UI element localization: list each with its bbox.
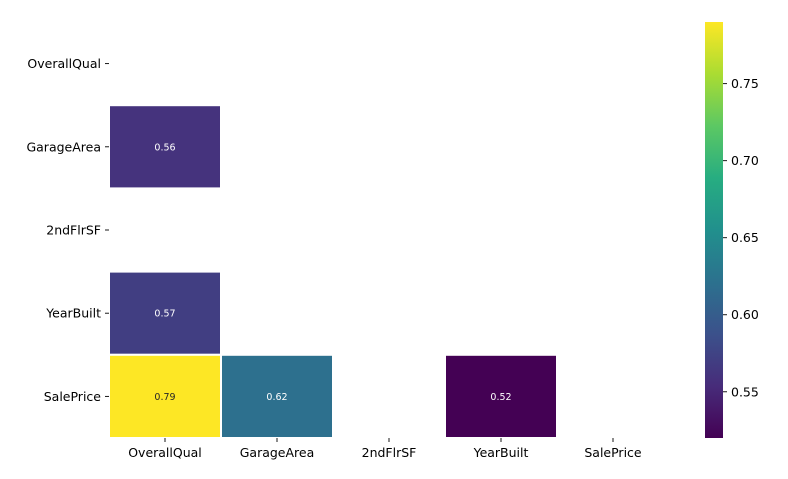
heatmap-cell (108, 353, 222, 439)
x-tick-label: GarageArea (240, 445, 315, 460)
x-tick-label: SalePrice (584, 445, 642, 460)
heatmap-cell (108, 104, 222, 190)
colorbar-tick-label: 0.75 (731, 76, 759, 91)
colorbar: 0.55 0.60 0.65 0.70 0.75 (705, 22, 759, 438)
y-tick-label: 2ndFlrSF (46, 223, 101, 238)
cell-value-label: 0.56 (154, 142, 175, 153)
y-tick-label: OverallQual (27, 56, 101, 71)
x-tick-label: 2ndFlrSF (362, 445, 417, 460)
x-tick-label: OverallQual (128, 445, 202, 460)
y-axis-tick-labels: OverallQual GarageArea 2ndFlrSF YearBuilt Sa… (26, 56, 109, 404)
y-tick-label: YearBuilt (45, 306, 101, 321)
colorbar-tick-label: 0.60 (731, 307, 759, 322)
heatmap-cells: 0.56 0.57 0.79 0.62 0.52 (108, 104, 558, 439)
colorbar-tick-label: 0.55 (731, 384, 759, 399)
x-tick-label: YearBuilt (473, 445, 529, 460)
heatmap-cell (108, 270, 222, 356)
colorbar-tick-label: 0.65 (731, 230, 759, 245)
cell-value-label: 0.79 (154, 392, 175, 403)
colorbar-tick-label: 0.70 (731, 153, 759, 168)
x-axis-tick-labels: OverallQual GarageArea 2ndFlrSF YearBuilt Sa… (128, 438, 642, 460)
cell-value-label: 0.57 (154, 309, 175, 320)
colorbar-gradient (705, 22, 723, 438)
y-tick-label: GarageArea (26, 139, 101, 154)
cell-value-label: 0.52 (490, 392, 511, 403)
y-tick-label: SalePrice (44, 389, 102, 404)
heatmap-cell (220, 353, 334, 439)
cell-value-label: 0.62 (266, 392, 287, 403)
